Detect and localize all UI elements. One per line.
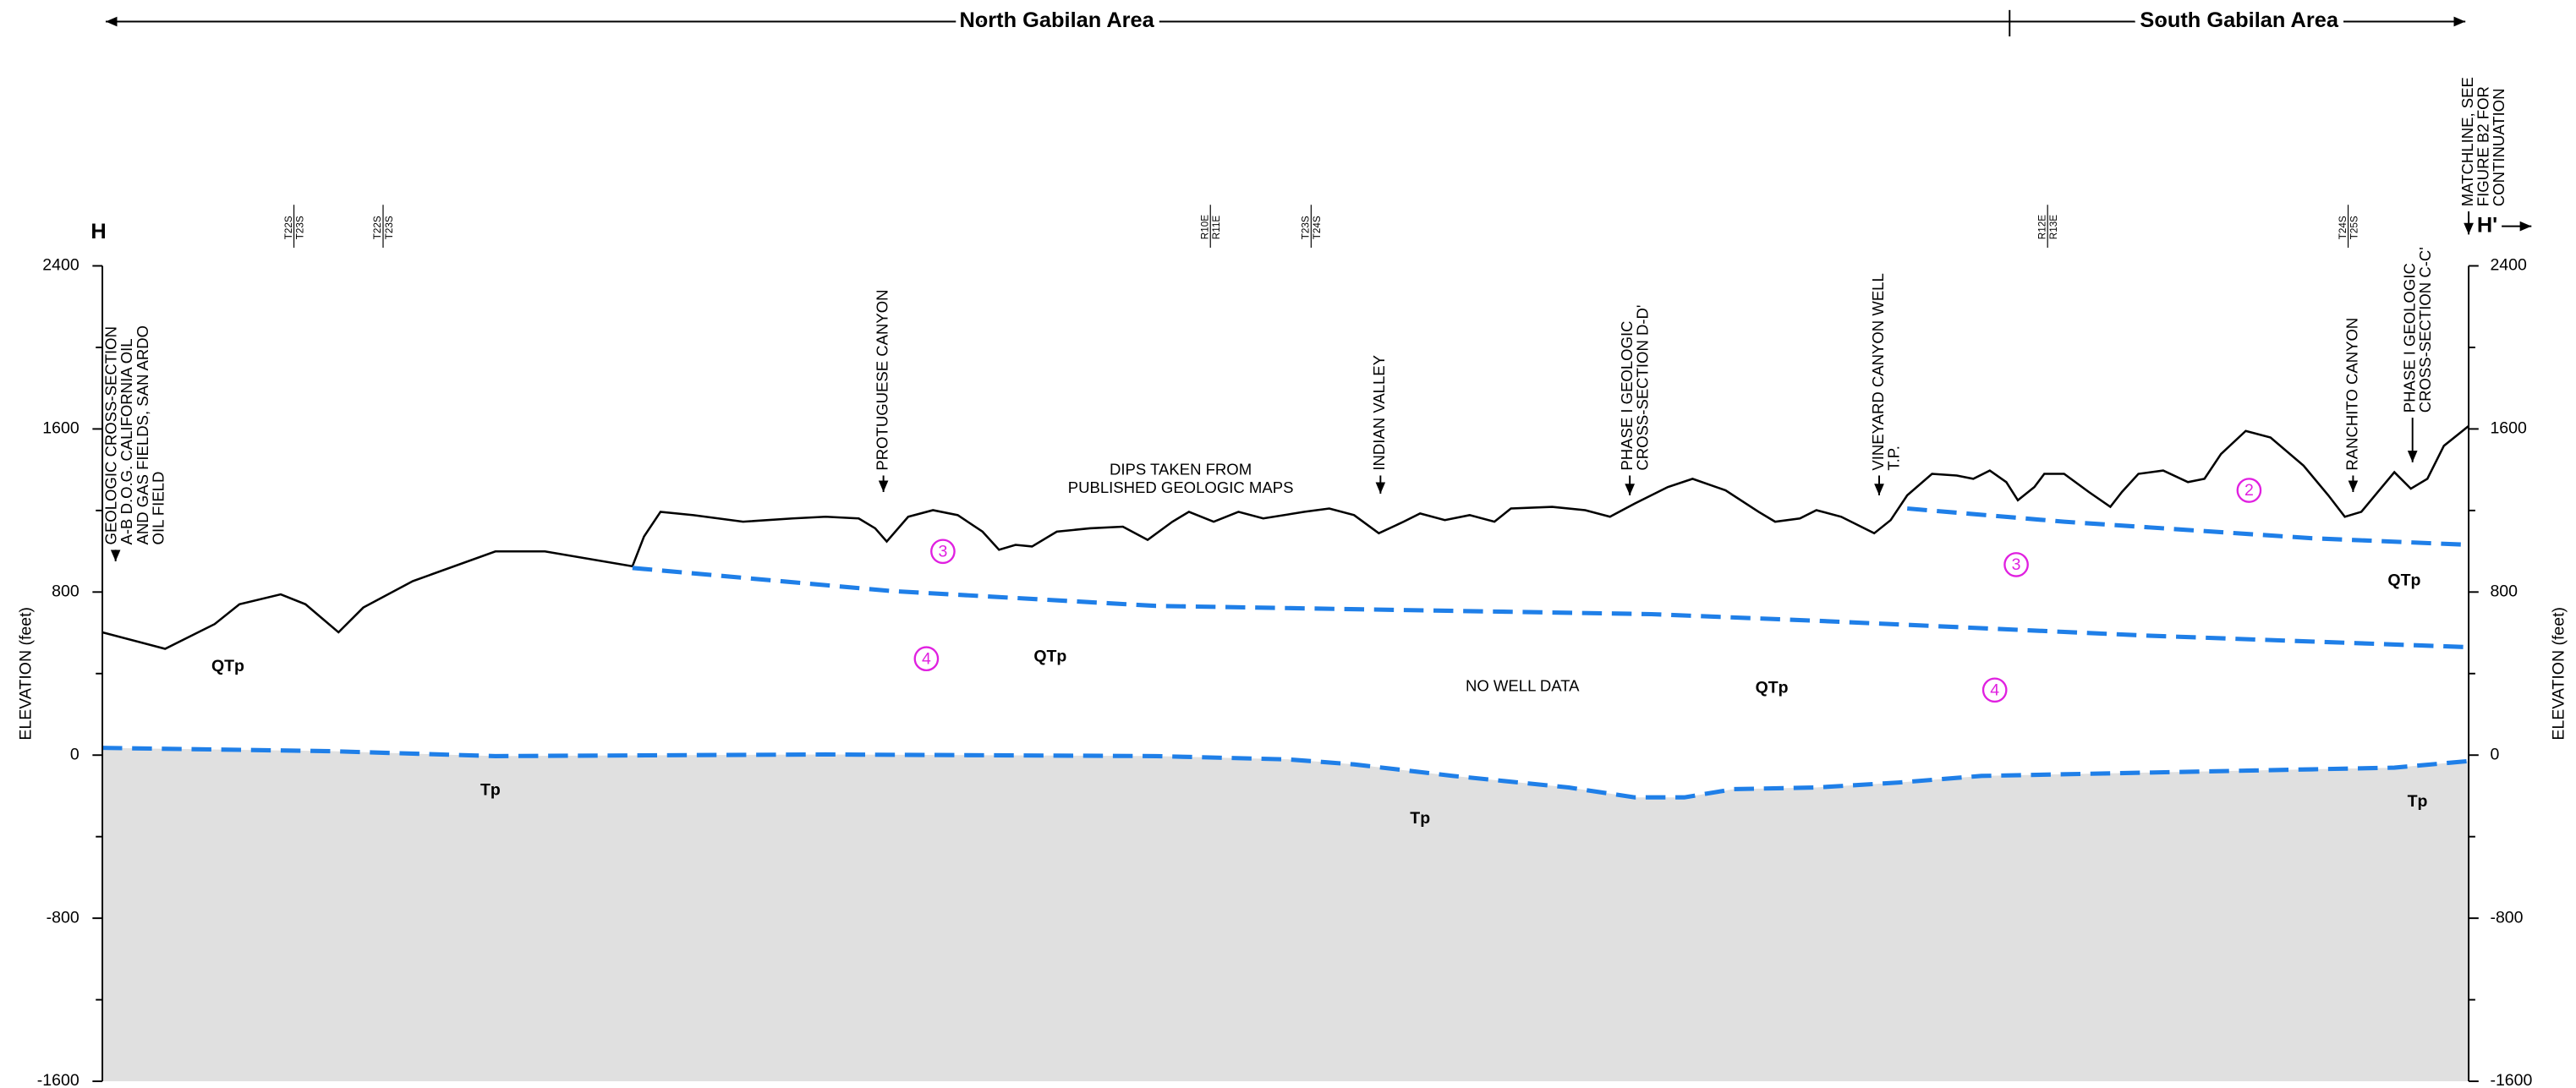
area-label: South Gabilan Area	[2140, 8, 2338, 32]
y-tick-label: 1600	[42, 419, 79, 438]
y-tick-label: 0	[2490, 745, 2499, 763]
township-label: T22S	[372, 216, 383, 239]
basement-fill	[102, 748, 2469, 1081]
annotation: INDIAN VALLEY	[1370, 355, 1388, 471]
marker-label: 4	[1990, 681, 1999, 699]
township-label: T23S	[1301, 216, 1312, 239]
township-label: R12E	[2036, 215, 2047, 239]
marker-label: 3	[2012, 555, 2021, 574]
township-label: T22S	[283, 216, 294, 239]
township-label: R11E	[1211, 216, 1222, 240]
township-label: T24S	[1312, 216, 1323, 239]
note: NO WELL DATA	[1466, 676, 1580, 694]
area-label: North Gabilan Area	[959, 8, 1154, 32]
section-label: H'	[2477, 213, 2497, 237]
note: DIPS TAKEN FROM	[1110, 461, 1252, 478]
y-tick-label: -800	[47, 908, 79, 927]
y-tick-label: 1600	[2490, 419, 2527, 438]
annotation: CONTINUATION	[2490, 89, 2507, 207]
y-tick-label: 0	[70, 745, 79, 763]
section-label: H	[90, 220, 106, 243]
marker-label: 4	[922, 649, 931, 668]
y-tick-label: 2400	[2490, 256, 2527, 275]
annotation: CROSS-SECTION D-D'	[1634, 305, 1652, 471]
unit-label: QTp	[1756, 679, 1789, 697]
unit-label: QTp	[2387, 571, 2420, 590]
topography	[102, 426, 2469, 649]
township-label: T24S	[2338, 216, 2349, 239]
contact-line	[1907, 509, 2469, 545]
annotation: OIL FIELD	[149, 472, 167, 545]
annotation: T.P.	[1884, 446, 1902, 471]
note: PUBLISHED GEOLOGIC MAPS	[1068, 478, 1294, 496]
unit-label: QTp	[1033, 647, 1066, 665]
y-tick-label: 800	[2490, 582, 2518, 600]
y-tick-label: -800	[2490, 908, 2523, 927]
unit-label: Tp	[480, 781, 501, 800]
unit-label: QTp	[211, 657, 244, 675]
annotation: PROTUGUESE CANYON	[874, 289, 891, 470]
axis-label: ELEVATION (feet)	[2550, 607, 2568, 741]
township-label: T25S	[2349, 216, 2360, 239]
contact-line	[633, 568, 2469, 648]
y-tick-label: 2400	[42, 256, 79, 275]
township-label: R13E	[2048, 215, 2059, 239]
axis-label: ELEVATION (feet)	[16, 607, 35, 741]
township-label: T23S	[384, 216, 395, 239]
y-tick-label: -1600	[37, 1071, 79, 1088]
cross-section: -1600-1600-800-8000080080016001600240024…	[0, 0, 2576, 1088]
township-label: T23S	[294, 216, 305, 239]
y-tick-label: 800	[52, 582, 79, 600]
township-label: R10E	[1199, 215, 1210, 239]
annotation: CROSS-SECTION C-C'	[2416, 247, 2434, 413]
annotation: RANCHITO CANYON	[2343, 318, 2360, 471]
annotation: VINEYARD CANYON WELL	[1869, 273, 1887, 470]
y-tick-label: -1600	[2490, 1071, 2532, 1088]
unit-label: Tp	[2408, 792, 2428, 811]
unit-label: Tp	[1410, 809, 1430, 828]
marker-label: 3	[938, 542, 947, 560]
contacts	[102, 509, 2469, 798]
marker-label: 2	[2244, 481, 2254, 500]
